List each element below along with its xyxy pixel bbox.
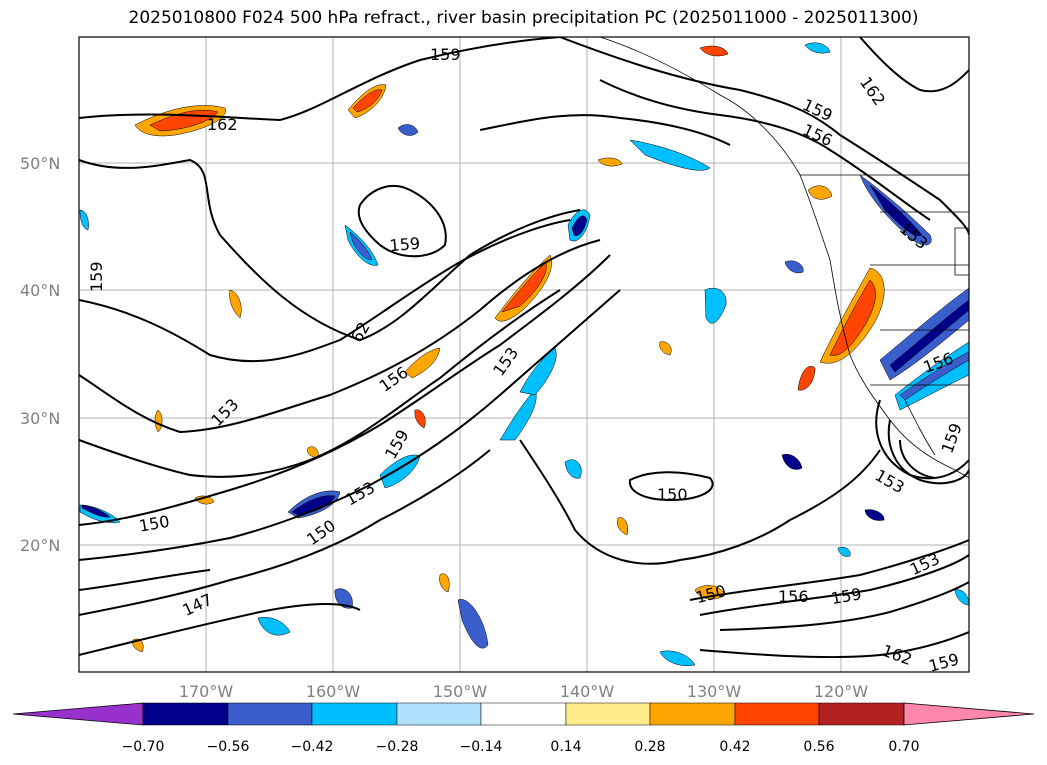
lat-label-50n: 50°N xyxy=(20,154,60,173)
colorbar-segment xyxy=(649,702,736,726)
lon-label-170w: 170°W xyxy=(179,682,234,701)
colorbar-tick-label: 0.56 xyxy=(803,739,834,755)
contour-label: 162 xyxy=(207,115,238,134)
colorbar-tick-label: −0.56 xyxy=(207,739,250,755)
colorbar-segment xyxy=(565,702,651,726)
colorbar-segment xyxy=(142,702,229,726)
gridlines xyxy=(79,37,969,672)
lat-label-20n: 20°N xyxy=(20,536,60,555)
colorbar-segment xyxy=(227,702,313,726)
colorbar-tick-label: 0.28 xyxy=(634,739,665,755)
colorbar-segment xyxy=(818,702,905,726)
map-title: 2025010800 F024 500 hPa refract., river … xyxy=(128,8,919,28)
lon-label-150w: 150°W xyxy=(433,682,488,701)
contour-label: 159 xyxy=(87,261,106,292)
colorbar-tick-label: −0.70 xyxy=(122,739,165,755)
colorbar-tick-label: 0.70 xyxy=(888,739,919,755)
colorbar-segment xyxy=(480,702,567,726)
map-frame xyxy=(78,36,970,673)
colorbar-tick-label: −0.42 xyxy=(291,739,334,755)
colorbar-extend-low xyxy=(12,702,144,726)
latitude-labels: 50°N 40°N 30°N 20°N xyxy=(20,154,60,555)
coastlines xyxy=(599,37,969,479)
lon-label-160w: 160°W xyxy=(306,682,361,701)
contour-label: 150 xyxy=(657,485,688,504)
colorbar-extend-high xyxy=(903,702,1035,726)
map-area xyxy=(79,37,969,672)
colorbar-tick-label: −0.28 xyxy=(376,739,419,755)
lon-label-130w: 130°W xyxy=(687,682,742,701)
colorbar-tick-label: 0.42 xyxy=(719,739,750,755)
colorbar-tick-labels: −0.70 −0.56 −0.42 −0.28 −0.14 0.14 0.28 … xyxy=(122,739,920,755)
contour-label: 159 xyxy=(430,45,461,64)
contour-label: 156 xyxy=(778,587,809,606)
colorbar-segment xyxy=(396,702,482,726)
colorbar-tick-label: 0.14 xyxy=(550,739,581,755)
colorbar-segment xyxy=(734,702,820,726)
colorbar-segment xyxy=(311,702,398,726)
contour-label: 159 xyxy=(389,234,421,256)
contours xyxy=(79,37,969,659)
lon-label-140w: 140°W xyxy=(560,682,615,701)
lat-label-30n: 30°N xyxy=(20,409,60,428)
lat-label-40n: 40°N xyxy=(20,281,60,300)
colorbar-tick-label: −0.14 xyxy=(460,739,503,755)
colorbar: −0.70 −0.56 −0.42 −0.28 −0.14 0.14 0.28 … xyxy=(12,702,1035,755)
lon-label-120w: 120°W xyxy=(814,682,869,701)
longitude-labels: 170°W 160°W 150°W 140°W 130°W 120°W xyxy=(179,682,869,701)
precip-patches xyxy=(79,42,969,666)
